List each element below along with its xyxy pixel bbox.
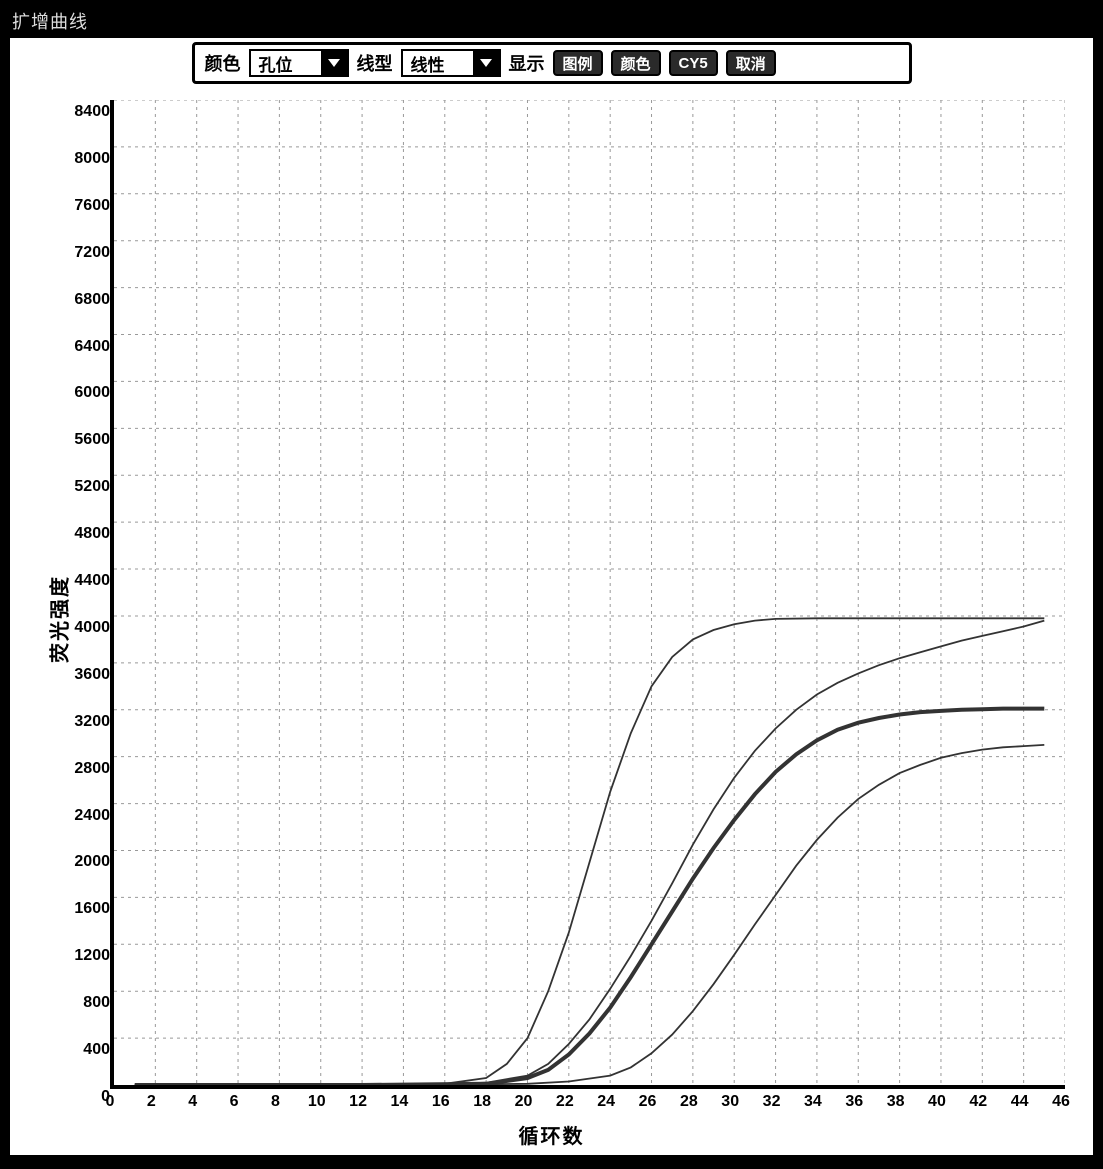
y-tick-1200: 1200: [56, 947, 110, 965]
x-tick-22: 22: [556, 1093, 574, 1111]
x-tick-32: 32: [763, 1093, 781, 1111]
x-tick-10: 10: [308, 1093, 326, 1111]
x-tick-30: 30: [721, 1093, 739, 1111]
curves-group: [135, 618, 1045, 1085]
x-tick-12: 12: [349, 1093, 367, 1111]
x-tick-36: 36: [845, 1093, 863, 1111]
window-titlebar: 扩增曲线: [6, 6, 1097, 34]
chevron-down-icon: [473, 51, 499, 75]
linetype-select-value: 线性: [403, 51, 473, 76]
plot-svg: [114, 100, 1065, 1085]
y-tick-7600: 7600: [56, 197, 110, 215]
x-tick-46: 46: [1052, 1093, 1070, 1111]
x-tick-0: 0: [106, 1093, 115, 1111]
x-tick-34: 34: [804, 1093, 822, 1111]
x-tick-28: 28: [680, 1093, 698, 1111]
linetype-select[interactable]: 线性: [401, 49, 501, 77]
display-label: 显示: [509, 50, 545, 76]
plot-region: [110, 100, 1065, 1089]
color-label: 颜色: [205, 50, 241, 76]
y-tick-5600: 5600: [56, 431, 110, 449]
tick-marks: [114, 100, 1065, 1085]
y-tick-4000: 4000: [56, 619, 110, 637]
x-tick-18: 18: [473, 1093, 491, 1111]
x-tick-44: 44: [1011, 1093, 1029, 1111]
y-tick-8000: 8000: [56, 150, 110, 168]
x-tick-2: 2: [147, 1093, 156, 1111]
color-select[interactable]: 孔位: [249, 49, 349, 77]
y-tick-4800: 4800: [56, 525, 110, 543]
y-tick-5200: 5200: [56, 478, 110, 496]
y-tick-7200: 7200: [56, 244, 110, 262]
grid-lines: [114, 100, 1065, 1085]
y-tick-800: 800: [56, 994, 110, 1012]
chart-toolbar: 颜色 孔位 线型 线性 显示 图例 颜色 CY5 取消: [192, 42, 912, 84]
x-tick-8: 8: [271, 1093, 280, 1111]
y-tick-6400: 6400: [56, 338, 110, 356]
curve-curve3-thick: [135, 709, 1045, 1085]
x-axis-label: 循环数: [519, 1120, 585, 1149]
y-tick-6000: 6000: [56, 384, 110, 402]
x-tick-16: 16: [432, 1093, 450, 1111]
x-tick-42: 42: [969, 1093, 987, 1111]
y-tick-2400: 2400: [56, 807, 110, 825]
window-title: 扩增曲线: [12, 12, 88, 32]
x-tick-4: 4: [188, 1093, 197, 1111]
y-tick-4400: 4400: [56, 572, 110, 590]
y-tick-8400: 8400: [56, 103, 110, 121]
chart-area: 荧光强度 循环数 0400800120016002000240028003200…: [20, 92, 1083, 1145]
x-tick-20: 20: [515, 1093, 533, 1111]
y-tick-2800: 2800: [56, 760, 110, 778]
x-tick-6: 6: [230, 1093, 239, 1111]
curve-curve1: [135, 618, 1045, 1085]
display-btn-4[interactable]: 取消: [726, 50, 776, 76]
y-tick-1600: 1600: [56, 900, 110, 918]
x-tick-14: 14: [391, 1093, 409, 1111]
color-select-value: 孔位: [251, 51, 321, 76]
display-btn-1[interactable]: 图例: [553, 50, 603, 76]
linetype-label: 线型: [357, 50, 393, 76]
x-tick-40: 40: [928, 1093, 946, 1111]
chevron-down-icon: [321, 51, 347, 75]
x-tick-labels: 0246810121416182022242628303234363840424…: [110, 1093, 1065, 1117]
y-tick-0: 0: [56, 1088, 110, 1106]
y-tick-3600: 3600: [56, 666, 110, 684]
app-window: 扩增曲线 颜色 孔位 线型 线性 显示 图例 颜色 CY5 取消: [0, 0, 1103, 1169]
y-tick-3200: 3200: [56, 713, 110, 731]
x-tick-26: 26: [639, 1093, 657, 1111]
x-tick-38: 38: [887, 1093, 905, 1111]
y-tick-6800: 6800: [56, 291, 110, 309]
display-btn-3[interactable]: CY5: [669, 50, 718, 76]
y-tick-labels: 0400800120016002000240028003200360040004…: [56, 100, 110, 1089]
display-btn-2[interactable]: 颜色: [611, 50, 661, 76]
content-area: 颜色 孔位 线型 线性 显示 图例 颜色 CY5 取消 荧光强度 循环数: [6, 34, 1097, 1159]
curve-curve2: [135, 621, 1045, 1085]
x-tick-24: 24: [597, 1093, 615, 1111]
y-tick-400: 400: [56, 1041, 110, 1059]
y-tick-2000: 2000: [56, 853, 110, 871]
